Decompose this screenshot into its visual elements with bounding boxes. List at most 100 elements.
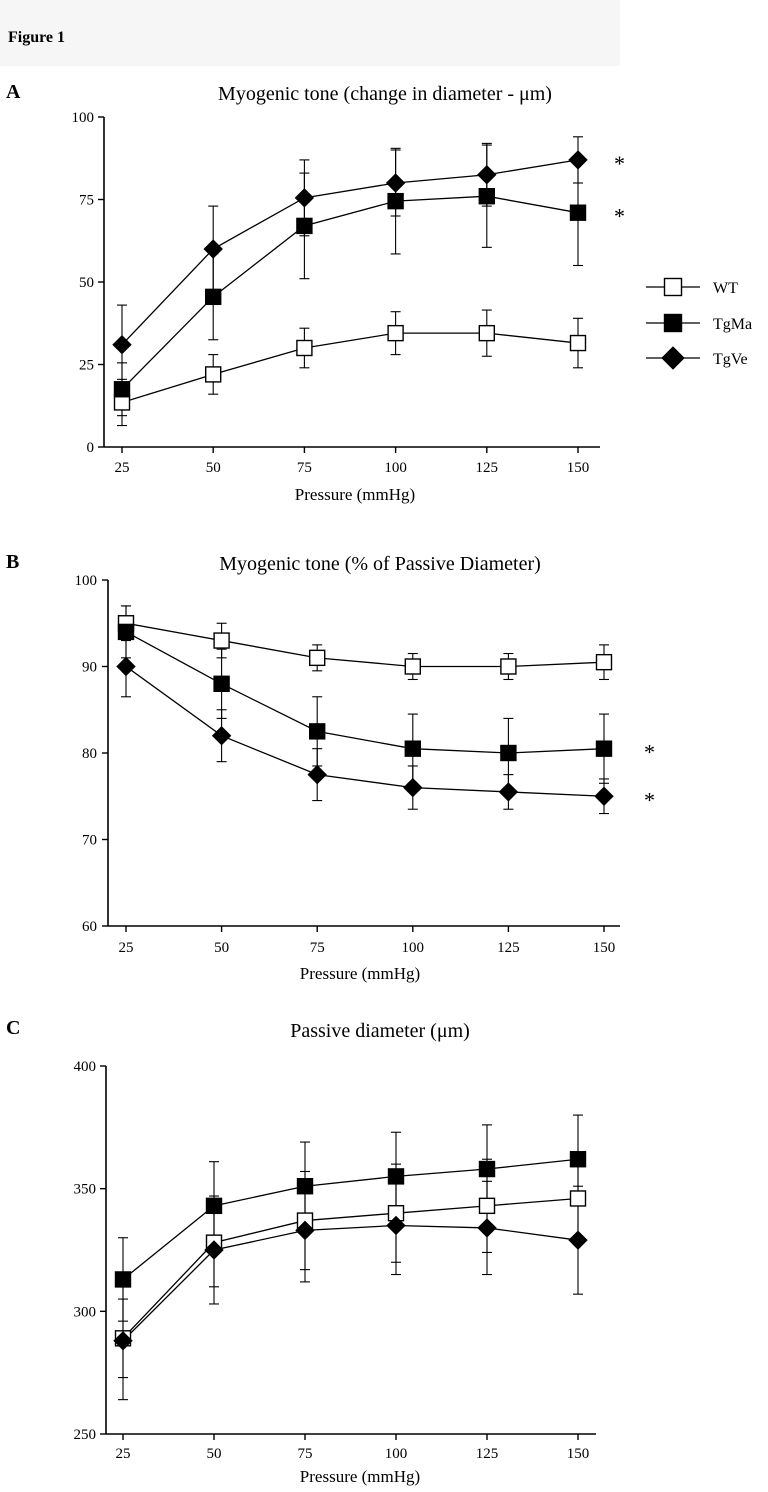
- data-point-tgma: [404, 740, 421, 757]
- series-line-wt: [122, 1197, 579, 1339]
- x-tick-label: 75: [297, 460, 312, 476]
- legend-label-wt: WT: [713, 280, 738, 297]
- x-tick-label: 50: [207, 1446, 222, 1462]
- y-tick-label: 350: [74, 1182, 97, 1198]
- figure-label: Figure 1: [8, 29, 65, 46]
- y-tick-label: 250: [74, 1427, 97, 1443]
- panel-b-title: Myogenic tone (% of Passive Diameter): [219, 553, 541, 575]
- data-point-wt: [204, 366, 222, 383]
- x-tick-label: 75: [298, 1446, 313, 1462]
- data-point-tgma: [113, 381, 131, 398]
- legend-item-tgve: TgVe: [646, 346, 748, 370]
- data-point-tgma: [387, 192, 404, 210]
- header-background: [0, 0, 620, 66]
- x-tick-label: 25: [115, 460, 130, 476]
- data-point-tgve: [477, 1218, 497, 1238]
- data-point-tgma: [387, 1168, 405, 1185]
- data-point-tgve: [385, 173, 406, 193]
- y-tick-label: 100: [72, 110, 95, 126]
- data-point-tgma: [500, 744, 517, 762]
- significance-asterisk: *: [614, 151, 625, 176]
- x-tick-label: 125: [497, 940, 520, 956]
- panel-c-xlabel: Pressure (mmHg): [300, 1467, 420, 1486]
- panel-b-plot: 60 70 80 90 100 25 50 75 100 125 150 * *: [75, 573, 656, 956]
- data-point-tgma: [569, 1151, 587, 1168]
- data-point-wt: [296, 339, 313, 357]
- x-tick-label: 25: [116, 1446, 131, 1462]
- y-tick-label: 70: [82, 833, 97, 849]
- panel-b-xlabel: Pressure (mmHg): [300, 964, 420, 983]
- data-point-tgma: [478, 1160, 496, 1178]
- significance-asterisk: *: [614, 204, 625, 229]
- data-point-wt: [569, 1190, 587, 1207]
- y-tick-label: 80: [82, 746, 97, 762]
- significance-asterisk: *: [644, 740, 655, 765]
- data-point-tgma: [595, 740, 613, 757]
- x-tick-label: 75: [310, 940, 325, 956]
- data-point-wt: [569, 334, 587, 352]
- series-line-tgma: [125, 631, 605, 754]
- panel-letter-b: B: [6, 551, 19, 573]
- data-point-tgve: [113, 1331, 133, 1351]
- data-point-tgve: [204, 1240, 224, 1260]
- series-line-tgve: [125, 665, 605, 797]
- data-point-wt: [478, 1197, 496, 1215]
- data-point-wt: [404, 658, 421, 675]
- panel-c-title: Passive diameter (μm): [290, 1020, 470, 1042]
- y-tick-label: 90: [82, 660, 97, 676]
- y-tick-label: 75: [79, 193, 94, 209]
- data-point-tgma: [478, 187, 495, 205]
- series-line-wt: [121, 332, 579, 404]
- data-point-wt: [500, 658, 517, 675]
- legend-marker-filled-square-icon: [663, 313, 683, 333]
- significance-asterisk: *: [644, 787, 655, 812]
- panel-a-title: Myogenic tone (change in diameter - μm): [218, 83, 552, 105]
- x-tick-label: 150: [567, 460, 590, 476]
- data-point-tgve: [294, 188, 315, 208]
- data-point-wt: [309, 649, 326, 667]
- data-point-tgma: [309, 723, 326, 740]
- x-tick-label: 100: [384, 460, 407, 476]
- x-tick-label: 150: [567, 1446, 590, 1462]
- panel-letter-c: C: [6, 1017, 20, 1039]
- x-tick-label: 100: [402, 940, 425, 956]
- panel-c-plot: 250 300 350 400 25 50 75 100 125 150: [74, 1059, 596, 1462]
- data-point-tgve: [116, 656, 136, 677]
- data-point-tgma: [204, 288, 222, 306]
- data-point-tgve: [568, 1230, 588, 1250]
- data-point-tgma: [205, 1197, 223, 1215]
- legend: WT TgMa TgVe: [646, 277, 752, 370]
- data-point-tgve: [211, 725, 232, 746]
- data-point-wt: [213, 632, 230, 649]
- data-point-tgve: [594, 786, 614, 806]
- data-point-tgve: [203, 239, 223, 259]
- data-point-tgma: [114, 1271, 132, 1288]
- y-tick-label: 25: [79, 358, 94, 374]
- legend-label-tgma: TgMa: [713, 316, 752, 333]
- series-line-tgma: [121, 195, 579, 390]
- panel-letter-a: A: [6, 81, 21, 103]
- data-point-tgma: [569, 204, 587, 221]
- series-line-tgve: [121, 159, 579, 346]
- y-tick-label: 400: [74, 1059, 97, 1075]
- series-line-wt: [125, 622, 605, 668]
- x-tick-label: 100: [385, 1446, 408, 1462]
- data-point-wt: [595, 653, 613, 671]
- data-point-tgve: [112, 334, 132, 355]
- y-tick-label: 300: [74, 1304, 97, 1320]
- data-point-wt: [478, 324, 495, 342]
- data-point-tgve: [477, 165, 497, 185]
- data-point-tgve: [295, 1220, 315, 1241]
- data-point-tgma: [117, 623, 135, 641]
- data-point-tgma: [296, 1178, 314, 1195]
- legend-marker-open-square-icon: [663, 277, 683, 297]
- data-point-tgve: [498, 782, 519, 802]
- y-tick-label: 0: [87, 440, 95, 456]
- data-point-tgve: [403, 777, 423, 798]
- legend-label-tgve: TgVe: [713, 351, 748, 368]
- y-tick-label: 100: [75, 573, 98, 589]
- data-point-tgma: [213, 675, 230, 692]
- panel-a-plot: 0 25 50 75 100 25 50 75 100 125 150 * *: [72, 110, 626, 476]
- y-tick-label: 50: [79, 275, 94, 291]
